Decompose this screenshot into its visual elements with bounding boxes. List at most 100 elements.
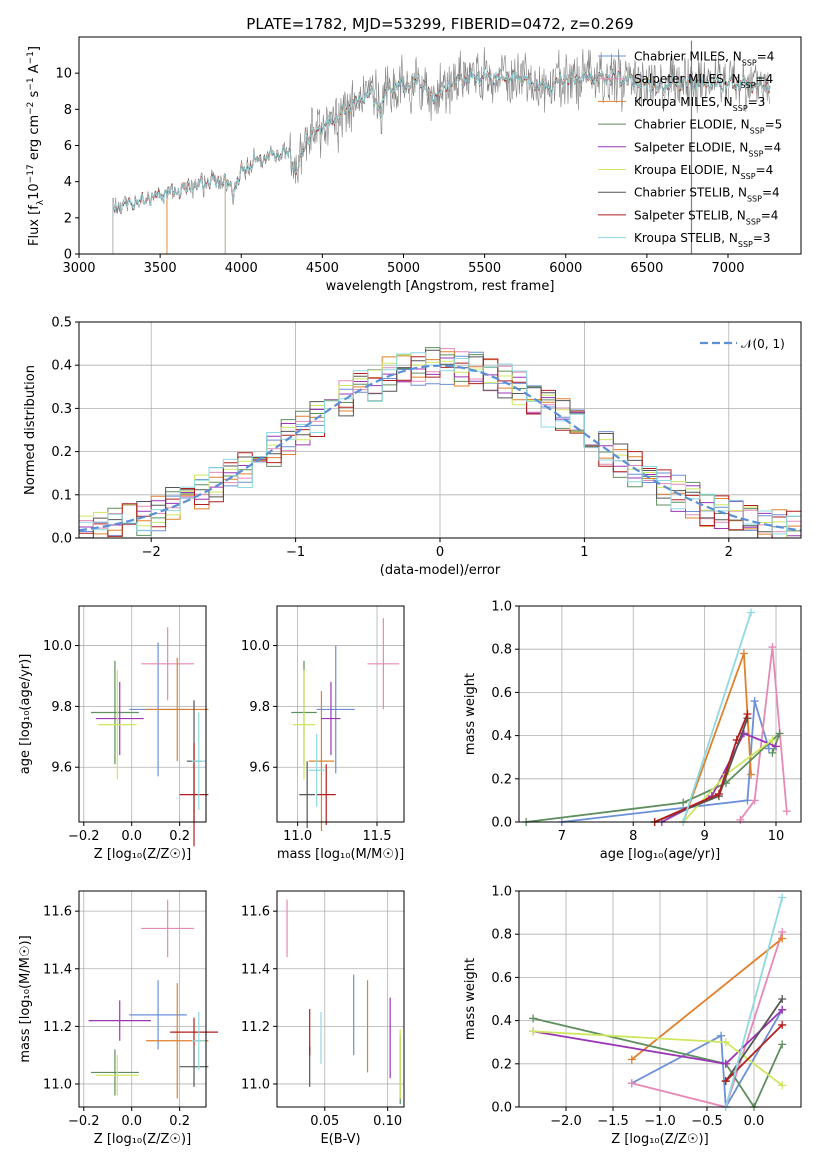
- mass-weight-marker-chabrier-miles: [764, 744, 773, 753]
- mass-weight-marker-chabrier-elodie: [529, 1014, 538, 1023]
- y-tick-label: 0.2: [491, 1057, 512, 1072]
- mass-weight-marker-chabrier-elodie: [679, 798, 688, 807]
- x-tick-label: 5500: [468, 261, 501, 276]
- legend-label: Salpeter ELODIE, NSSP=4: [634, 140, 781, 158]
- x-tick-label: 5000: [387, 261, 420, 276]
- x-tick-label: 0.10: [373, 1114, 402, 1129]
- x-axis-label: wavelength [Angstrom, rest frame]: [326, 279, 555, 294]
- mass-weight-line-chabrier-elodie: [525, 732, 781, 823]
- mass-weight-line-salpeter-stelib: [654, 713, 749, 823]
- y-tick-label: 9.8: [51, 700, 72, 715]
- mass-weight-marker-salpeter-stelib: [778, 1020, 787, 1029]
- y-tick-label: 11.6: [43, 905, 72, 920]
- y-tick-label: 1.0: [491, 885, 512, 900]
- legend-label: Kroupa ELODIE, NSSP=4: [634, 163, 773, 181]
- x-tick-label: −2.0: [550, 1114, 582, 1129]
- y-tick-label: 10: [55, 67, 72, 82]
- y-tick-label: 0: [64, 248, 72, 263]
- spectrum-legend: Chabrier MILES, NSSP=4 Salpeter MILES, NS…: [598, 50, 782, 249]
- histogram-chabrier-miles: [79, 351, 801, 537]
- mass-weight-marker-kroupa-elodie: [529, 1027, 538, 1036]
- observed-spectrum-line: [112, 47, 771, 254]
- y-tick-label: 11.2: [43, 1020, 72, 1035]
- y-tick-label: 10.0: [241, 639, 270, 654]
- x-tick-label: 3500: [144, 261, 177, 276]
- x-axis-label: (data-model)/error: [380, 563, 501, 578]
- y-tick-label: 1.0: [491, 600, 512, 615]
- mass-weight-line-chabrier-stelib: [725, 998, 783, 1082]
- x-tick-label: 0: [436, 545, 444, 560]
- x-tick-label: 8: [629, 829, 637, 844]
- y-tick-label: 0.2: [491, 772, 512, 787]
- y-tick-label: 0.2: [51, 445, 72, 460]
- y-tick-label: 0.0: [491, 816, 512, 831]
- y-axis-label: Normed distribution: [23, 365, 38, 495]
- axes-frame: [78, 890, 207, 1108]
- mass-weight-marker-kroupa-miles: [627, 1055, 636, 1064]
- y-tick-label: 9.6: [51, 761, 72, 776]
- x-tick-label: 0.0: [744, 1114, 765, 1129]
- y-tick-label: 11.6: [241, 905, 270, 920]
- x-tick-label: 0.0: [121, 829, 142, 844]
- mass-weight-marker-kroupa-miles: [739, 649, 748, 658]
- mass-weight-marker-chabrier-miles: [743, 796, 752, 805]
- x-tick-label: 6000: [549, 261, 582, 276]
- mass-weight-marker-chabrier-miles: [717, 1031, 726, 1040]
- mass-weight-marker-chabrier-stelib: [778, 995, 787, 1003]
- x-tick-label: 0.2: [169, 829, 190, 844]
- y-axis-label: age [log₁₀(age/yr)]: [18, 654, 33, 775]
- y-axis-label: Flux [fλ10−17 erg cm−2 s−1 A−1]: [26, 46, 46, 246]
- legend-label: 𝒩(0, 1): [741, 337, 785, 351]
- spectrum-panel: 3000 3500 4000 4500 5000 5500 6000 6500 7000 0 2 4 6…: [26, 36, 802, 294]
- mass-weight-line-chabrier-miles: [561, 700, 770, 823]
- axes-frame: [78, 321, 802, 539]
- axes-frame: [276, 605, 405, 823]
- figure-title: PLATE=1782, MJD=53299, FIBERID=0472, z=0…: [246, 15, 633, 33]
- mass-weight-marker-kroupa-miles: [778, 934, 787, 943]
- y-tick-label: 2: [64, 211, 72, 226]
- y-tick-label: 6: [64, 139, 72, 154]
- x-tick-label: −1.5: [597, 1114, 629, 1129]
- y-axis-label: mass [log₁₀(M/M☉)]: [18, 935, 33, 1062]
- mass-weight-line-kroupa-miles: [631, 937, 783, 1061]
- mass-weight-marker-salpeter-elodie: [721, 1059, 730, 1068]
- legend-label: Salpeter MILES, NSSP=4: [634, 72, 773, 90]
- mass-weight-line-chabrier-miles: [631, 1009, 783, 1111]
- mass-weight-marker-chabrier-elodie: [768, 748, 777, 757]
- x-tick-label: 0.0: [121, 1114, 142, 1129]
- errorbar-panel: 0.05 0.10 11.0 11.2 11.4 11.6 E(B-V): [241, 890, 405, 1147]
- y-tick-label: 0.3: [51, 402, 72, 417]
- x-tick-label: −1: [286, 545, 305, 560]
- x-tick-label: 10: [768, 829, 785, 844]
- y-tick-label: 0.6: [491, 686, 512, 701]
- x-tick-label: 0.05: [310, 1114, 339, 1129]
- mass-weight-marker-chabrier-miles: [750, 697, 759, 706]
- y-tick-label: 0.8: [491, 928, 512, 943]
- mass-weight-marker-salpeter-miles: [750, 796, 759, 805]
- y-tick-label: 8: [64, 103, 72, 118]
- x-tick-label: −0.2: [68, 829, 100, 844]
- mass-weight-marker-kroupa-elodie: [778, 1081, 787, 1090]
- y-tick-label: 0.6: [491, 971, 512, 986]
- y-tick-label: 0.1: [51, 488, 72, 503]
- errorbar-panel: −0.2 0.0 0.2 9.6 9.8 10.0 Z [log₁₀(Z/Z☉)] age […: [18, 605, 209, 862]
- histogram-kroupa-stelib: [79, 352, 801, 535]
- x-tick-label: 7000: [711, 261, 744, 276]
- y-tick-label: 0.4: [51, 359, 72, 374]
- mass-weight-marker-salpeter-stelib: [743, 710, 752, 718]
- x-axis-label: age [log₁₀(age/yr)]: [600, 847, 721, 862]
- y-tick-label: 0.0: [51, 532, 72, 547]
- legend-label: Chabrier MILES, NSSP=4: [634, 50, 774, 68]
- mass-weight-line-salpeter-miles: [739, 646, 788, 821]
- x-tick-label: 3000: [62, 261, 95, 276]
- mass-weight-marker-chabrier-elodie: [778, 1040, 787, 1049]
- mass-weight-marker-salpeter-miles: [736, 815, 745, 824]
- mass-weight-marker-salpeter-stelib: [721, 1077, 730, 1086]
- mass-weight-marker-chabrier-elodie: [775, 729, 784, 738]
- model-spectrum-kroupa-stelib: [112, 67, 771, 254]
- x-axis-label: Z [log₁₀(Z/Z☉)]: [94, 847, 191, 862]
- axes-frame: [518, 605, 802, 823]
- y-tick-label: 9.8: [249, 700, 270, 715]
- x-tick-label: −2: [142, 545, 161, 560]
- x-axis-label: Z [log₁₀(Z/Z☉)]: [611, 1132, 708, 1147]
